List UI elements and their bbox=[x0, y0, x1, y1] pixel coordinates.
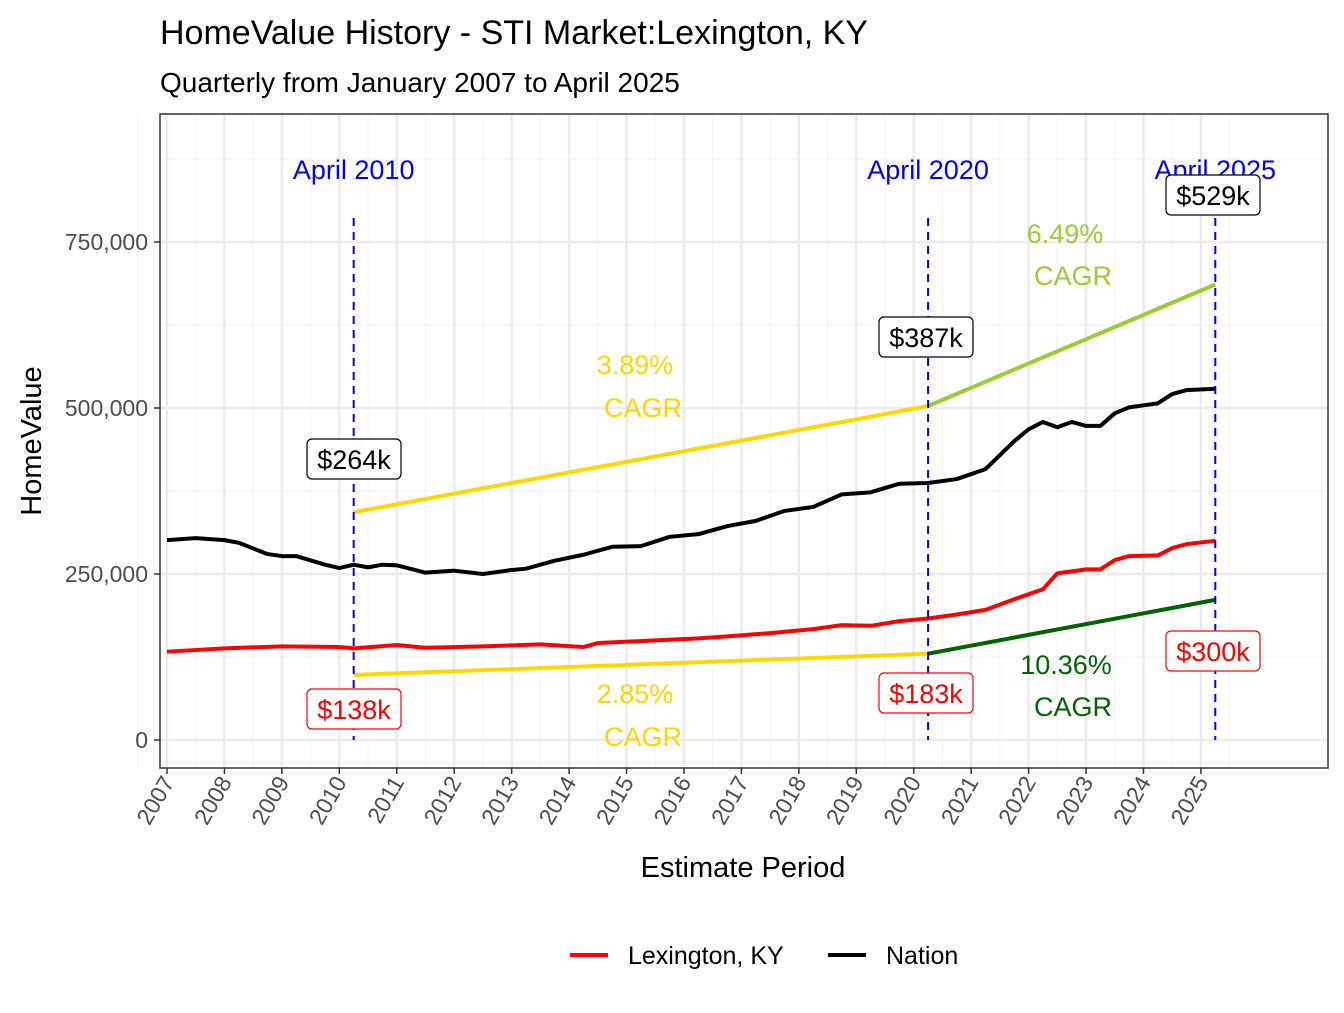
date-marker-label: April 2010 bbox=[293, 155, 415, 185]
cagr-percent-label: 6.49% bbox=[1027, 219, 1104, 249]
plot-panel: 2007 2008 2009 2010 2011 2012 2013 2014 2015 2016… bbox=[65, 113, 1329, 829]
x-tick-label: 2009 bbox=[246, 772, 294, 829]
cagr-text-label: CAGR bbox=[1034, 261, 1112, 291]
x-tick-label: 2025 bbox=[1165, 772, 1213, 829]
value-label: $529k bbox=[1176, 181, 1250, 211]
series-line-lexington bbox=[166, 538, 1216, 654]
y-tick-label: 250,000 bbox=[65, 561, 148, 587]
x-tick-label: 2013 bbox=[476, 772, 524, 829]
y-tick-label: 500,000 bbox=[65, 395, 148, 421]
value-label-box bbox=[878, 316, 974, 358]
y-tick-label: 750,000 bbox=[65, 229, 148, 255]
x-tick-label: 2023 bbox=[1050, 772, 1098, 829]
series-line-nation bbox=[166, 386, 1216, 576]
value-label: $183k bbox=[889, 679, 963, 709]
cagr-text-label: CAGR bbox=[1034, 692, 1112, 722]
value-label-box bbox=[306, 688, 402, 730]
x-tick-label: 2021 bbox=[935, 772, 983, 829]
y-axis-label: HomeValue bbox=[16, 366, 48, 515]
value-label-box bbox=[878, 672, 974, 714]
legend-label: Nation bbox=[886, 942, 958, 970]
cagr-line bbox=[353, 404, 929, 515]
value-label: $300k bbox=[1176, 637, 1250, 667]
x-tick-label: 2011 bbox=[362, 772, 409, 828]
x-tick-label: 2024 bbox=[1108, 771, 1156, 828]
chart-title: HomeValue History - STI Market:Lexington… bbox=[160, 14, 868, 52]
cagr-text-label: CAGR bbox=[604, 393, 682, 423]
x-tick-label: 2015 bbox=[591, 772, 639, 829]
x-axis-label: Estimate Period bbox=[641, 852, 846, 884]
y-tick-label: 0 bbox=[135, 727, 148, 753]
value-label: $138k bbox=[317, 695, 391, 725]
cagr-text-label: CAGR bbox=[604, 722, 682, 752]
x-tick-label: 2014 bbox=[533, 771, 581, 828]
x-tick-label: 2017 bbox=[706, 772, 754, 829]
x-tick-label: 2012 bbox=[418, 772, 466, 829]
legend-label: Lexington, KY bbox=[628, 942, 784, 970]
cagr-percent-label: 2.85% bbox=[597, 679, 674, 709]
x-tick-label: 2008 bbox=[189, 772, 237, 829]
x-tick-label: 2010 bbox=[304, 772, 352, 829]
value-label: $264k bbox=[317, 445, 391, 475]
chart-subtitle: Quarterly from January 2007 to April 202… bbox=[160, 67, 680, 98]
x-tick-label: 2018 bbox=[763, 772, 811, 829]
panel-border bbox=[159, 113, 1329, 769]
value-label-box bbox=[306, 438, 402, 480]
x-tick-label: 2020 bbox=[878, 772, 926, 829]
value-label-box bbox=[1165, 174, 1261, 216]
legend: Lexington, KY Nation bbox=[570, 942, 958, 970]
cagr-line bbox=[927, 597, 1216, 656]
x-tick-label: 2016 bbox=[648, 772, 696, 829]
cagr-percent-label: 10.36% bbox=[1020, 650, 1112, 680]
x-tick-label: 2022 bbox=[993, 772, 1041, 829]
cagr-percent-label: 3.89% bbox=[597, 350, 674, 380]
value-label-box bbox=[1165, 630, 1261, 672]
cagr-line bbox=[927, 282, 1217, 408]
date-marker-label: April 2020 bbox=[867, 155, 989, 185]
x-tick-label: 2007 bbox=[131, 772, 179, 829]
value-label: $387k bbox=[889, 323, 963, 353]
cagr-line bbox=[353, 651, 929, 677]
x-tick-label: 2019 bbox=[821, 772, 869, 829]
